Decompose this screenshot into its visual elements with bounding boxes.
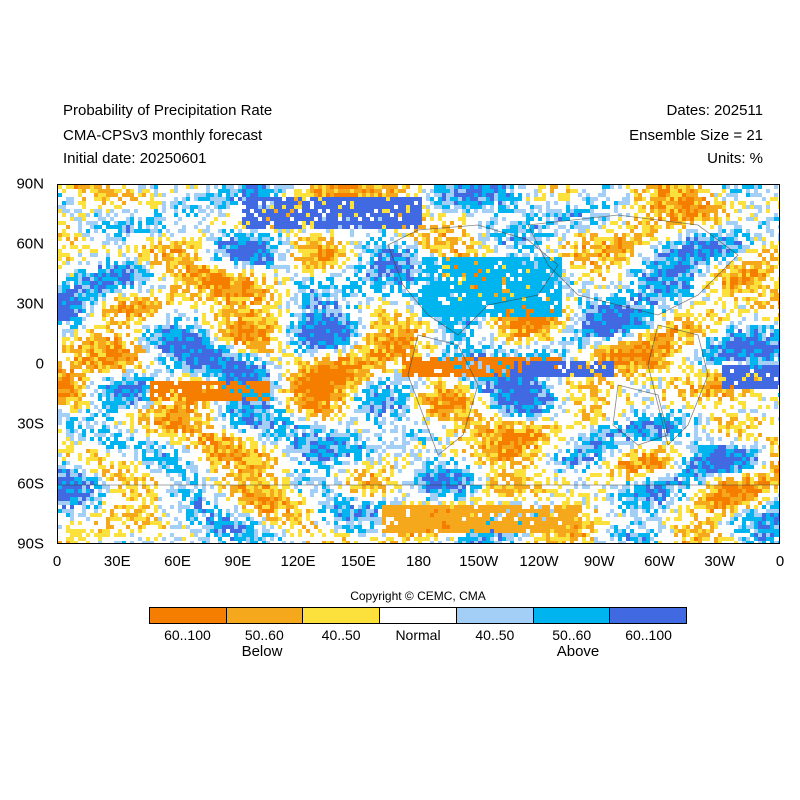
legend-swatch <box>456 608 534 623</box>
lon-label: 150E <box>340 553 376 570</box>
initial-date: Initial date: 20250601 <box>63 150 207 167</box>
color-legend <box>149 607 687 624</box>
lat-label: 30S <box>17 415 44 433</box>
lon-label: 120W <box>519 553 559 570</box>
lon-label: 60E <box>164 553 191 570</box>
legend-label: 60..100 <box>164 627 211 643</box>
lon-label: 0 <box>52 553 62 570</box>
copyright-notice: Copyright © CEMC, CMA <box>350 589 486 603</box>
legend-swatch <box>303 608 381 623</box>
lon-label: 60W <box>644 553 675 570</box>
below-group-label: Below <box>241 643 283 660</box>
legend-label: Normal <box>395 627 441 643</box>
lon-label: 30W <box>704 553 736 570</box>
legend-swatch <box>610 608 687 623</box>
lat-label: 90N <box>16 175 44 193</box>
legend-label: 60..100 <box>625 627 672 643</box>
lon-label: 180 <box>405 553 432 570</box>
forecast-dates: Dates: 202511 <box>666 102 763 119</box>
lon-label: 0 <box>775 553 785 570</box>
model-name: CMA-CPSv3 monthly forecast <box>63 127 263 144</box>
legend-label: 40..50 <box>321 627 361 643</box>
ensemble-size: Ensemble Size = 21 <box>629 127 763 144</box>
legend-swatch <box>380 608 457 623</box>
probability-cells <box>58 185 779 543</box>
units-label: Units: % <box>707 150 763 167</box>
map-canvas <box>58 185 779 543</box>
lon-label: 90E <box>224 553 252 570</box>
lat-label: 60N <box>16 235 44 253</box>
legend-label: 50..60 <box>552 627 592 643</box>
above-group-label: Above <box>556 643 600 660</box>
lon-label: 150W <box>459 553 499 570</box>
lat-label: 30N <box>16 295 44 313</box>
map-title: Probability of Precipitation Rate <box>63 102 273 119</box>
lon-label: 90W <box>583 553 615 570</box>
legend-swatch <box>533 608 611 623</box>
legend-swatch <box>150 608 227 623</box>
legend-label: 50..60 <box>244 627 284 643</box>
probability-map <box>57 184 780 544</box>
legend-swatch <box>226 608 304 623</box>
legend-label: 40..50 <box>475 627 515 643</box>
lat-label: 60S <box>17 475 44 493</box>
lon-label: 120E <box>280 553 316 570</box>
lat-label: 0 <box>35 355 44 373</box>
lat-label: 90S <box>17 535 44 553</box>
coastlines <box>58 214 779 486</box>
lon-label: 30E <box>103 553 131 570</box>
